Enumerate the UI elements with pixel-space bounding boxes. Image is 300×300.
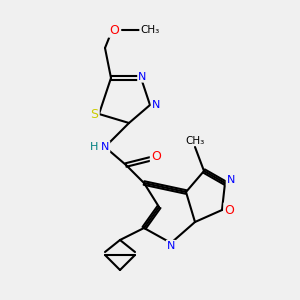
Text: O: O bbox=[225, 203, 234, 217]
Text: CH₃: CH₃ bbox=[140, 25, 160, 35]
Text: H: H bbox=[90, 142, 99, 152]
Text: N: N bbox=[101, 142, 109, 152]
Text: N: N bbox=[227, 175, 235, 185]
Text: O: O bbox=[151, 149, 161, 163]
Text: N: N bbox=[138, 71, 147, 82]
Text: N: N bbox=[167, 241, 175, 251]
Text: O: O bbox=[109, 23, 119, 37]
Text: CH₃: CH₃ bbox=[185, 136, 205, 146]
Text: S: S bbox=[91, 107, 98, 121]
Text: N: N bbox=[152, 100, 160, 110]
